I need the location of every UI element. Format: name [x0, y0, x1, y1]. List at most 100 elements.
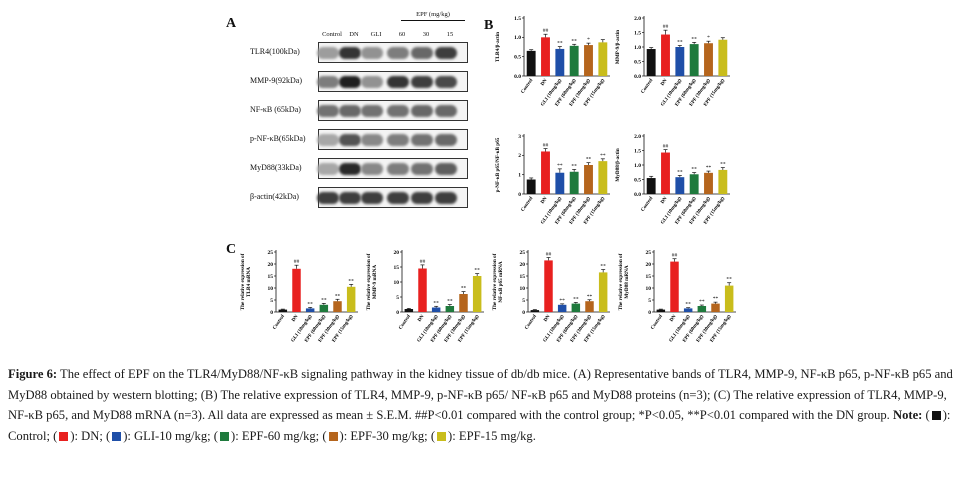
bar [569, 171, 579, 194]
blot-band [435, 76, 457, 88]
bar [569, 45, 579, 76]
y-tick-label: 1.5 [634, 148, 641, 154]
y-tick-label: 0.0 [634, 74, 641, 80]
blot-row [317, 129, 468, 150]
category-label: Control [398, 314, 412, 331]
bar [646, 49, 656, 76]
significance-label: ## [663, 24, 669, 30]
legend-text: ): DN; [70, 428, 103, 443]
bar [557, 304, 567, 312]
bar [292, 268, 301, 312]
lane-label-1: DN [349, 31, 359, 38]
significance-label: * [587, 37, 590, 43]
caption-label: Figure 6: [8, 367, 58, 381]
chart-myd88-mrna: The relative expression ofMyD88 mRNA 0 5 10… [618, 250, 736, 344]
category-label: Control [650, 314, 664, 331]
blot-band [361, 76, 383, 88]
legend-swatch [437, 431, 447, 441]
y-axis-label: The relative expression ofTLR4 mRNA [240, 253, 252, 310]
significance-label: ** [571, 38, 577, 44]
category-label: DN [543, 314, 551, 323]
y-axis-label: MMP-9/β-actin [615, 30, 621, 64]
blot-band [435, 192, 457, 204]
bar [598, 161, 608, 194]
blot-band [339, 76, 361, 88]
blot-row [317, 42, 468, 63]
bar [683, 308, 693, 312]
blot-row [317, 71, 468, 92]
y-tick-label: 1.5 [514, 16, 521, 22]
significance-label: ** [720, 162, 726, 168]
caption-legend: (): Control; (): DN; (): GLI-10 mg/kg; (… [8, 408, 950, 443]
y-axis-label: The relative expression ofMMP-9 mRNA [366, 253, 378, 310]
bar [305, 308, 315, 312]
blot-band [361, 134, 383, 146]
y-tick-label: 0 [396, 310, 399, 316]
blot-band [387, 163, 409, 175]
caption-text: The effect of EPF on the TLR4/MyD88/NF-κ… [8, 367, 953, 422]
legend-text: ): EPF-60 mg/kg; [231, 428, 320, 443]
significance-label: ** [713, 296, 719, 302]
bar [584, 45, 593, 76]
significance-label: ** [706, 165, 712, 171]
bar [689, 174, 699, 194]
significance-label: ** [307, 301, 313, 307]
legend-swatch [328, 431, 338, 441]
blot-band [317, 134, 339, 146]
bar [459, 294, 468, 312]
lane-label-5: 15 [446, 31, 454, 38]
y-axis-label: MyD88/β-actin [615, 148, 621, 181]
y-tick-label: 25 [520, 250, 526, 256]
y-tick-label: 5 [396, 295, 399, 301]
significance-label: ## [663, 144, 669, 150]
blot-row-label: p-NF-κB(65kDa) [250, 134, 306, 143]
figure-caption: Figure 6: The effect of EPF on the TLR4/… [8, 364, 966, 446]
significance-label: ** [600, 264, 606, 270]
blot-row [317, 187, 468, 208]
category-label: Control [521, 196, 535, 213]
significance-label: ** [348, 278, 354, 284]
bar [333, 301, 342, 312]
significance-label: ## [420, 259, 426, 265]
blot-row-label: TLR4(100kDa) [250, 47, 300, 56]
bar [346, 286, 356, 312]
significance-label: ## [546, 252, 552, 258]
blot-band [339, 47, 361, 59]
legend-swatch [112, 431, 122, 441]
y-tick-label: 20 [646, 262, 652, 268]
lane-label-0: Control [322, 31, 342, 38]
panel-a-letter: A [226, 16, 237, 31]
bar [724, 285, 734, 312]
legend-swatch [931, 411, 941, 420]
bar [544, 260, 553, 312]
lane-label-3: 60 [398, 31, 406, 38]
y-tick-label: 1.0 [514, 35, 521, 41]
y-tick-label: 25 [268, 250, 274, 256]
epf-bracket-line [401, 20, 465, 21]
bar [472, 276, 482, 312]
y-axis-label-line: NF-κB p65 mRNA [498, 261, 504, 302]
bar [431, 307, 441, 312]
legend-item: (): DN; [49, 428, 103, 443]
y-tick-label: 1.5 [634, 30, 641, 36]
y-tick-label: 1 [518, 172, 521, 178]
legend-text: ): EPF-30 mg/kg; [339, 428, 428, 443]
blot-row-label: β-actin(42kDa) [250, 192, 299, 201]
blot-band [317, 163, 339, 175]
significance-label: ** [677, 40, 683, 46]
significance-label: ** [557, 163, 563, 169]
y-tick-label: 15 [646, 274, 652, 280]
bar [704, 43, 713, 76]
bar [646, 178, 656, 194]
y-tick-label: 0 [648, 310, 651, 316]
bar [675, 47, 685, 76]
blot-band [411, 76, 433, 88]
legend-swatch [220, 431, 229, 441]
legend-item: (): GLI-10 mg/kg; [102, 428, 211, 443]
y-tick-label: 15 [394, 265, 400, 271]
blot-band [387, 105, 409, 117]
y-axis-label: The relative expression ofMyD88 mRNA [618, 253, 630, 310]
bar [585, 301, 594, 312]
bar [704, 172, 713, 194]
